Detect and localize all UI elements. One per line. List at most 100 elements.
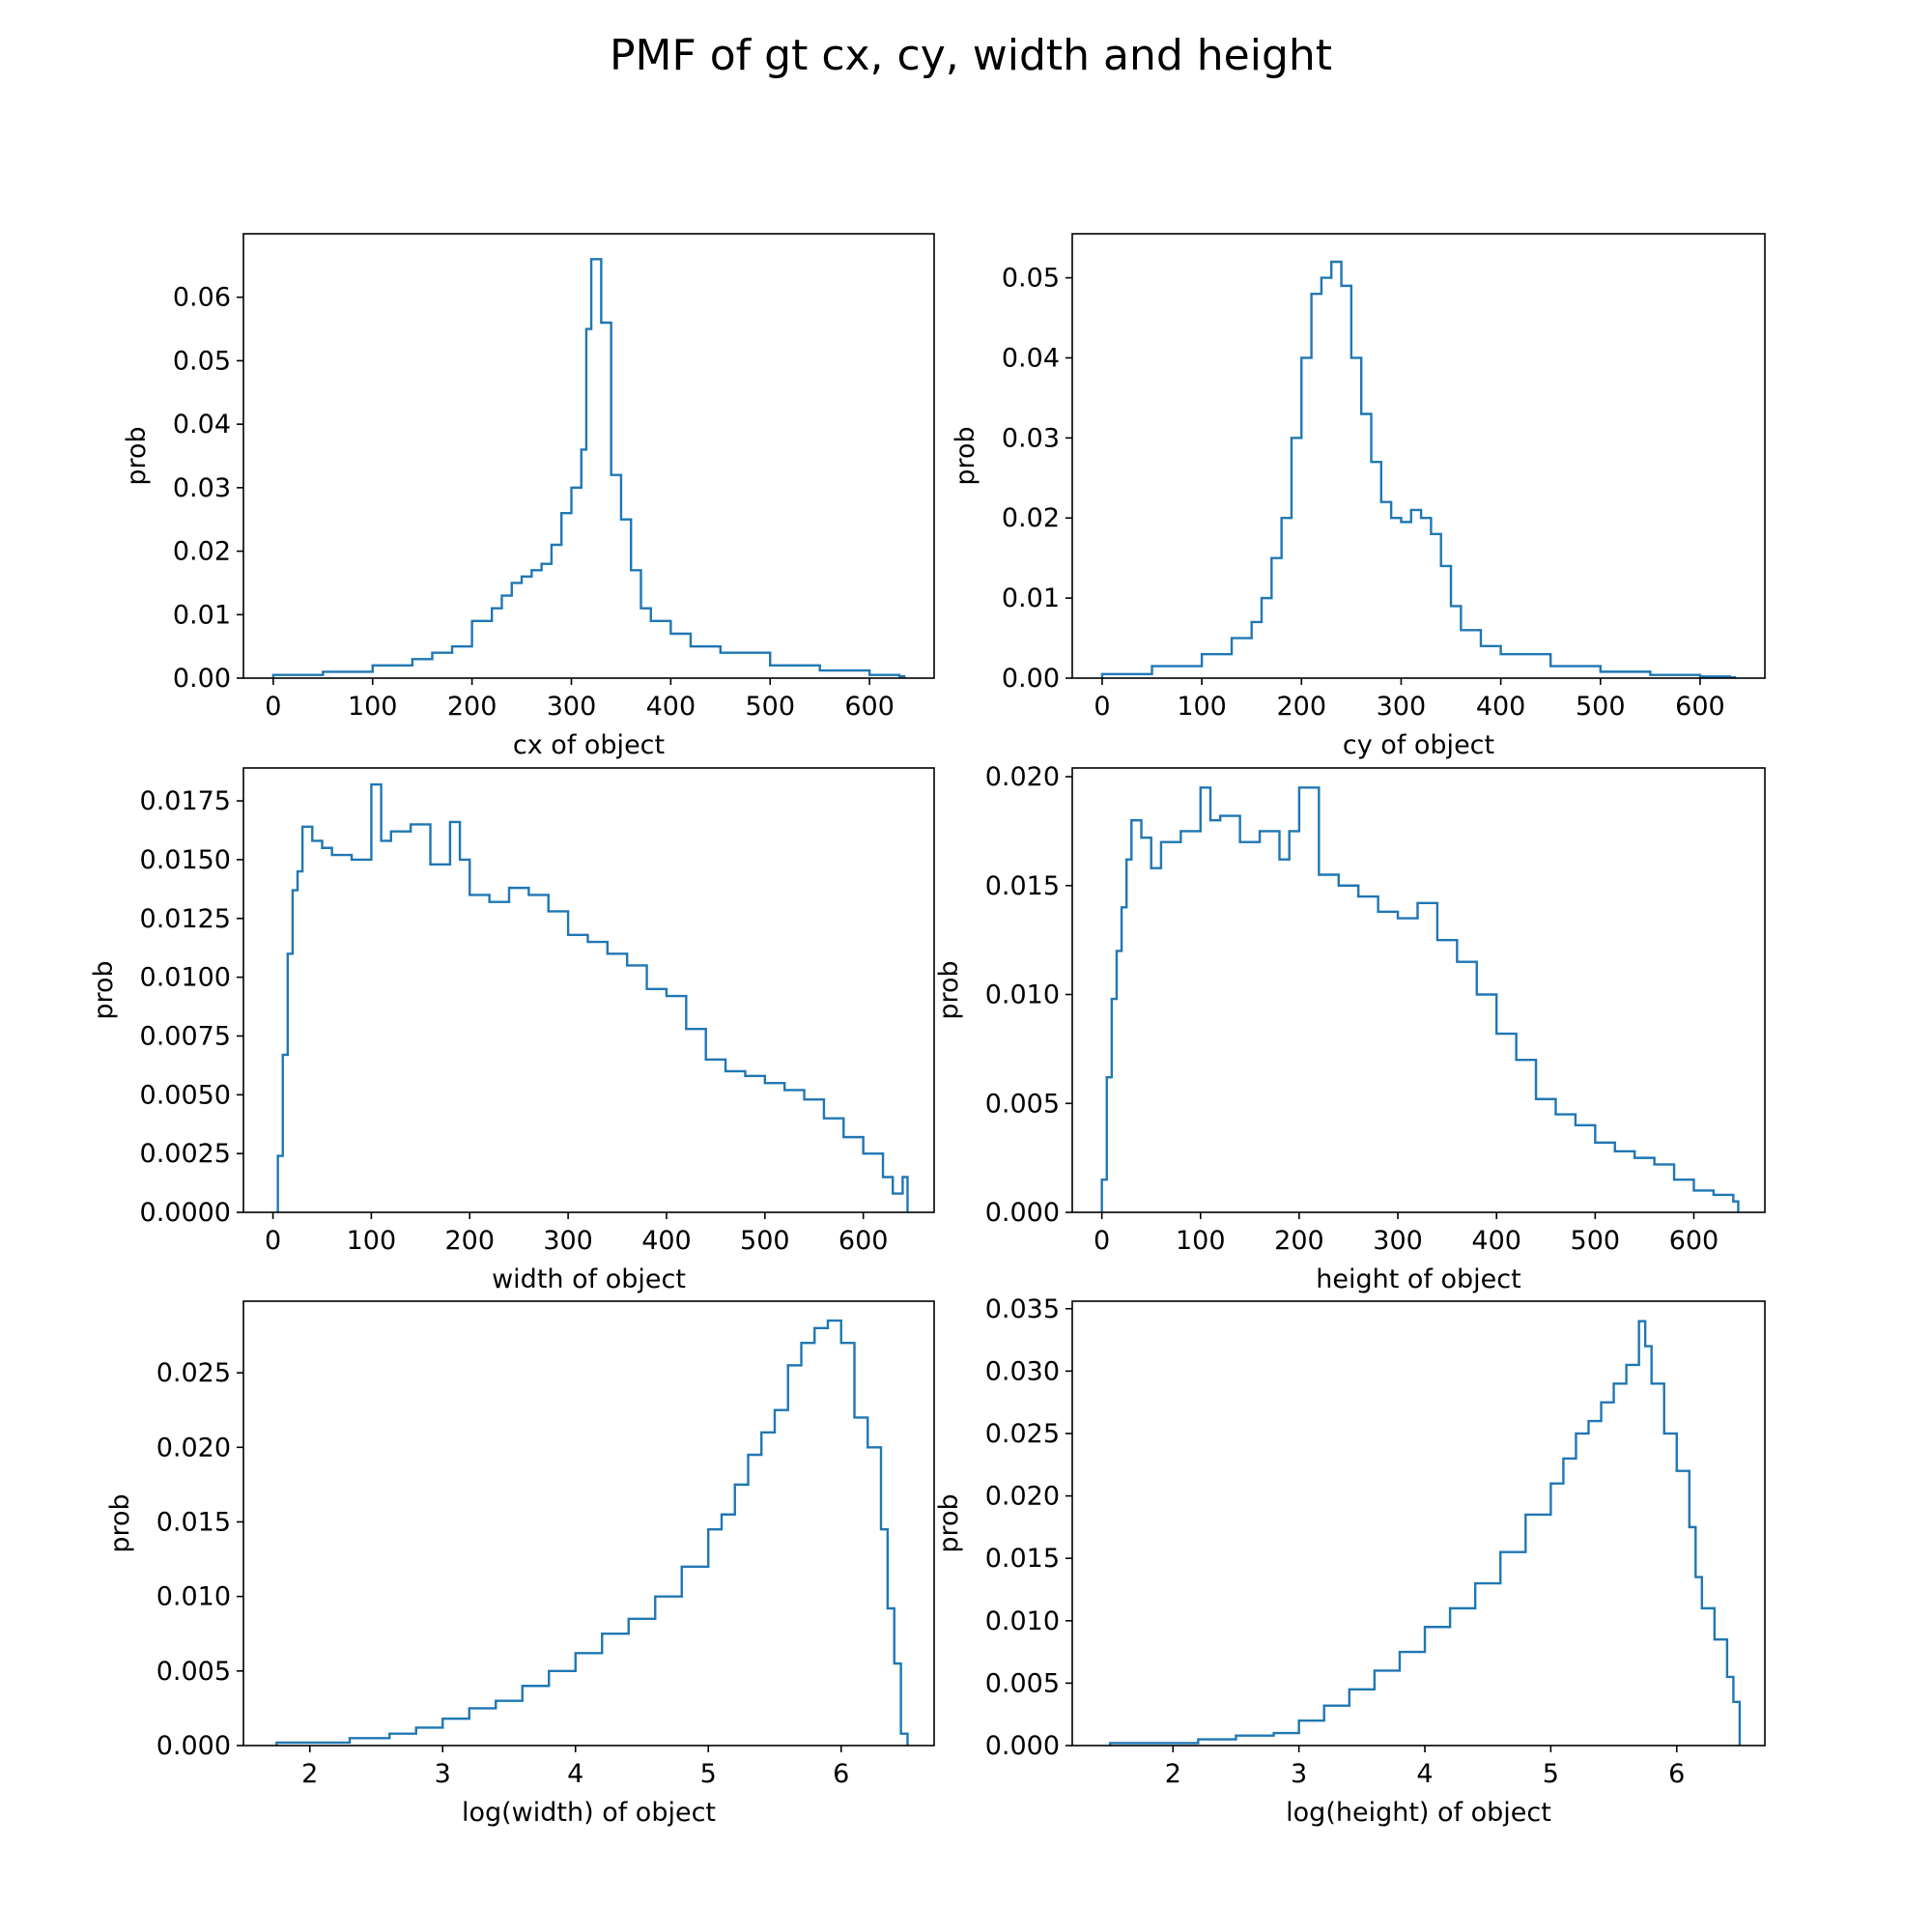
x-tick-label: 6	[833, 1759, 849, 1789]
y-tick-label: 0.030	[985, 1356, 1060, 1386]
x-tick-label: 3	[1291, 1759, 1307, 1789]
x-tick-label: 300	[1377, 692, 1427, 722]
x-tick-label: 600	[838, 1226, 889, 1256]
x-tick-label: 100	[347, 1226, 397, 1256]
x-tick-label: 5	[700, 1759, 717, 1789]
y-tick-label: 0.010	[156, 1582, 231, 1612]
y-tick-label: 0.035	[985, 1294, 1060, 1324]
y-tick-label: 0.000	[985, 1731, 1060, 1761]
y-tick-label: 0.00	[173, 664, 231, 694]
y-axis-label: prob	[934, 960, 964, 1019]
x-tick-label: 500	[745, 692, 795, 722]
subplot-3: 0 100 200 300 400 500 600 0.0000 0.0025 0.0050 0.0…	[89, 767, 935, 1294]
x-tick-label: 0	[265, 692, 281, 722]
x-tick-label: 500	[740, 1226, 790, 1256]
x-tick-label: 3	[435, 1759, 451, 1789]
axes-frame	[1071, 1300, 1766, 1747]
y-tick-label: 0.020	[985, 762, 1060, 792]
x-tick-label: 100	[1176, 1226, 1226, 1256]
histogram-series-5-1	[275, 1319, 909, 1746]
y-tick-label: 0.000	[156, 1731, 231, 1761]
x-axis-label: log(height) of object	[1286, 1798, 1551, 1828]
y-tick-label: 0.0000	[140, 1198, 231, 1228]
y-tick-label: 0.010	[985, 980, 1060, 1010]
x-tick-label: 100	[1177, 692, 1227, 722]
y-tick-label: 0.015	[985, 1544, 1060, 1574]
subplot-grid: 0 100 200 300 400 500 6000.000.010.020.030.040…	[89, 233, 1766, 1828]
y-tick-label: 0.020	[156, 1433, 231, 1463]
axes-frame	[242, 767, 935, 1213]
x-tick-label: 200	[447, 692, 497, 722]
y-tick-label: 0.0050	[140, 1080, 231, 1110]
x-tick-label: 500	[1571, 1226, 1621, 1256]
y-tick-label: 0.04	[173, 410, 231, 440]
histogram-series-2-1	[1100, 260, 1737, 679]
x-tick-label: 0	[1094, 692, 1110, 722]
y-tick-label: 0.0150	[140, 845, 231, 875]
y-axis-label: prob	[951, 426, 980, 485]
axes-frame	[1071, 767, 1766, 1213]
x-tick-label: 200	[1274, 1226, 1324, 1256]
subplot-2: 0 100 200 300 400 500 600 0.00 0.01 0.02 0.03 0.04 0…	[951, 233, 1766, 760]
subplot-4: 0 100 200 300 400 500 600 0.000 0.005 0.010 0.015 0…	[934, 762, 1766, 1294]
x-tick-label: 2	[1165, 1759, 1181, 1789]
y-tick-label: 0.05	[173, 346, 231, 376]
y-tick-label: 0.04	[1002, 343, 1060, 373]
y-tick-label: 0.03	[1002, 423, 1060, 453]
y-axis-label: prob	[89, 960, 119, 1019]
x-tick-label: 300	[543, 1226, 593, 1256]
y-tick-label: 0.0125	[140, 904, 231, 934]
y-tick-label: 0.015	[156, 1507, 231, 1537]
y-tick-label: 0.010	[985, 1606, 1060, 1636]
x-axis-label: log(width) of object	[462, 1798, 716, 1828]
y-axis-label: prob	[122, 426, 152, 485]
x-tick-label: 2	[301, 1759, 318, 1789]
y-tick-label: 0.005	[156, 1657, 231, 1687]
x-tick-label: 300	[1373, 1226, 1423, 1256]
x-tick-label: 600	[1669, 1226, 1719, 1256]
x-tick-label: 300	[547, 692, 597, 722]
histogram-series-1-1	[271, 258, 906, 678]
x-tick-label: 400	[1476, 692, 1526, 722]
y-tick-label: 0.01	[1002, 583, 1060, 613]
x-tick-label: 5	[1543, 1759, 1559, 1789]
y-tick-label: 0.02	[1002, 503, 1060, 533]
x-tick-label: 400	[1471, 1226, 1521, 1256]
x-tick-label: 600	[1675, 692, 1725, 722]
axes-frame	[242, 1300, 935, 1747]
x-tick-label: 0	[265, 1226, 281, 1256]
x-tick-label: 500	[1576, 692, 1626, 722]
y-axis-label: prob	[934, 1493, 964, 1552]
y-tick-label: 0.0100	[140, 963, 231, 993]
y-tick-label: 0.02	[173, 537, 231, 567]
y-tick-label: 0.01	[173, 600, 231, 630]
y-tick-label: 0.05	[1002, 264, 1060, 294]
x-tick-label: 4	[1416, 1759, 1433, 1789]
histogram-series-6-1	[1108, 1320, 1742, 1746]
figure-title: PMF of gt cx, cy, width and height	[610, 31, 1332, 80]
subplot-1: 0 100 200 300 400 500 600 0.00 0.01 0.02 0.03 0.04 0…	[122, 233, 935, 760]
x-tick-label: 6	[1668, 1759, 1685, 1789]
y-tick-label: 0.03	[173, 473, 231, 503]
y-tick-label: 0.0175	[140, 786, 231, 816]
y-tick-label: 0.025	[985, 1419, 1060, 1449]
y-tick-label: 0.005	[985, 1089, 1060, 1119]
x-axis-label: cy of object	[1343, 730, 1494, 760]
y-tick-label: 0.000	[985, 1198, 1060, 1228]
axes-frame	[1071, 233, 1766, 679]
y-tick-label: 0.025	[156, 1358, 231, 1388]
y-tick-label: 0.0025	[140, 1139, 231, 1169]
axes-frame	[242, 233, 935, 679]
y-axis-label: prob	[105, 1493, 135, 1552]
y-tick-label: 0.0075	[140, 1021, 231, 1051]
histogram-series-4-1	[1100, 786, 1740, 1212]
x-tick-label: 4	[567, 1759, 583, 1789]
y-tick-label: 0.015	[985, 871, 1060, 901]
y-tick-label: 0.06	[173, 283, 231, 313]
x-tick-label: 200	[1277, 692, 1327, 722]
x-tick-label: 100	[348, 692, 398, 722]
y-tick-label: 0.005	[985, 1668, 1060, 1698]
x-tick-label: 200	[444, 1226, 495, 1256]
